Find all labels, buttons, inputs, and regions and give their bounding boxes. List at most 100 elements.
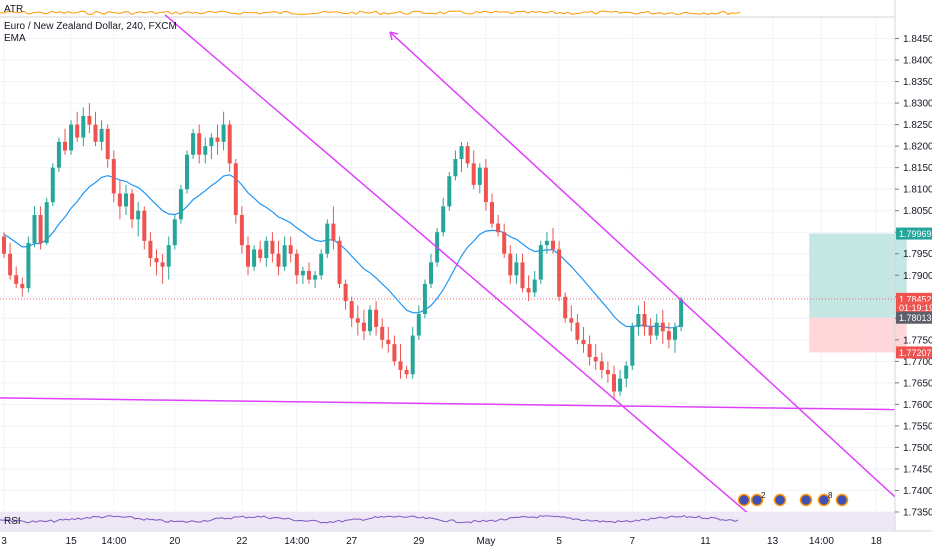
candle-body (319, 253, 324, 276)
position-zones (0, 233, 907, 353)
candle-body (233, 163, 238, 215)
candle-body (81, 116, 86, 138)
time-tick-label: 5 (556, 536, 562, 547)
candle-body (191, 133, 196, 155)
candle-body (551, 240, 555, 250)
price-tick-label: 1.82500 (903, 120, 932, 131)
candle-body (221, 124, 226, 142)
candle-body (38, 215, 43, 243)
candle-body (50, 167, 55, 203)
event-icon (737, 493, 751, 507)
price-tick-label: 1.75000 (903, 443, 932, 454)
candle-body (666, 331, 671, 340)
candle-body (630, 326, 635, 366)
price-tag-target (896, 227, 932, 240)
trendline-right (389, 31, 896, 498)
candle-body (246, 245, 250, 267)
candle-body (282, 245, 287, 267)
candle-body (355, 318, 360, 323)
stop-zone (809, 317, 907, 353)
ema-layer (3, 174, 682, 329)
candle-body (75, 124, 80, 138)
candle-body (117, 193, 122, 207)
candle-body (361, 322, 366, 332)
trendline-arrowhead (389, 31, 399, 41)
candle-body (325, 223, 330, 254)
candle-body (441, 206, 446, 233)
candle-body (337, 240, 342, 284)
candle-body (87, 116, 92, 125)
candle-body (105, 128, 110, 160)
candle-body (526, 288, 531, 293)
price-tag-text-stop: 1.77207 (899, 348, 932, 358)
time-axis: 3 15 14:00 20 22 14:00 27 29 May 5 7 11 13 14:00 18 (1, 536, 882, 547)
rsi-pane: RSI (0, 512, 895, 530)
candle-body (648, 326, 653, 336)
candle-body (154, 258, 159, 263)
atr-label: ATR (4, 4, 23, 15)
candle-body (520, 262, 525, 289)
candle-body (99, 128, 104, 142)
candle-body (276, 253, 281, 267)
candle-body (624, 365, 629, 379)
price-tick-label: 1.83000 (903, 99, 932, 110)
time-tick-label: 15 (66, 536, 78, 547)
price-tick-label: 1.79500 (903, 249, 932, 260)
candle-body (410, 335, 415, 375)
candle-body (477, 167, 482, 185)
candle-body (502, 232, 507, 254)
candle-body (130, 193, 135, 220)
candle-body (599, 361, 604, 370)
price-tick-label: 1.84000 (903, 56, 932, 67)
candle-body (422, 283, 427, 314)
candle-body (300, 270, 305, 276)
candle-body (264, 240, 269, 259)
candle-body (227, 124, 232, 164)
candle-body (197, 133, 202, 155)
candle-body (307, 270, 311, 280)
candle-body (142, 210, 147, 241)
candle-body (538, 245, 543, 280)
candle-body (160, 262, 165, 267)
candle-body (514, 262, 519, 276)
time-tick-label: May (476, 536, 495, 547)
candle-body (343, 283, 348, 302)
candle-body (416, 314, 421, 336)
rsi-label: RSI (4, 516, 21, 527)
atr-line (0, 10, 741, 16)
time-tick-label: 14:00 (809, 536, 834, 547)
candle-body (660, 322, 665, 332)
candle-body (593, 357, 598, 362)
candle-body (2, 236, 6, 254)
candle-body (459, 146, 464, 160)
price-tick-label: 1.83500 (903, 77, 932, 88)
candle-body (398, 361, 403, 370)
candle-body (185, 154, 189, 190)
candle-body (26, 242, 31, 289)
price-tick-label: 1.76000 (903, 400, 932, 411)
event-count-1: 2 (761, 491, 766, 500)
candle-body (581, 339, 586, 345)
price-tick-label: 1.76500 (903, 378, 932, 389)
candle-body (392, 344, 397, 362)
price-tag-text-countdown: 01:19:19 (899, 303, 932, 313)
time-tick-label: 20 (169, 536, 181, 547)
price-tick-label: 1.74000 (903, 486, 932, 497)
candle-body (508, 253, 513, 276)
candle-body (679, 298, 684, 327)
candle-body (404, 369, 409, 375)
candle-body (313, 275, 318, 280)
candle-body (331, 223, 336, 241)
support-line (0, 397, 896, 411)
price-tag-text-last: 1.78452 (899, 294, 932, 304)
price-tick-label: 1.82000 (903, 142, 932, 153)
price-tick-label: 1.80500 (903, 206, 932, 217)
candle-body (496, 223, 501, 233)
time-tick-label: 3 (1, 536, 7, 547)
trendline-left (164, 14, 755, 520)
candle-body (471, 163, 476, 185)
candle-body (612, 374, 616, 392)
candle-body (136, 210, 141, 220)
candle-body (44, 202, 49, 243)
